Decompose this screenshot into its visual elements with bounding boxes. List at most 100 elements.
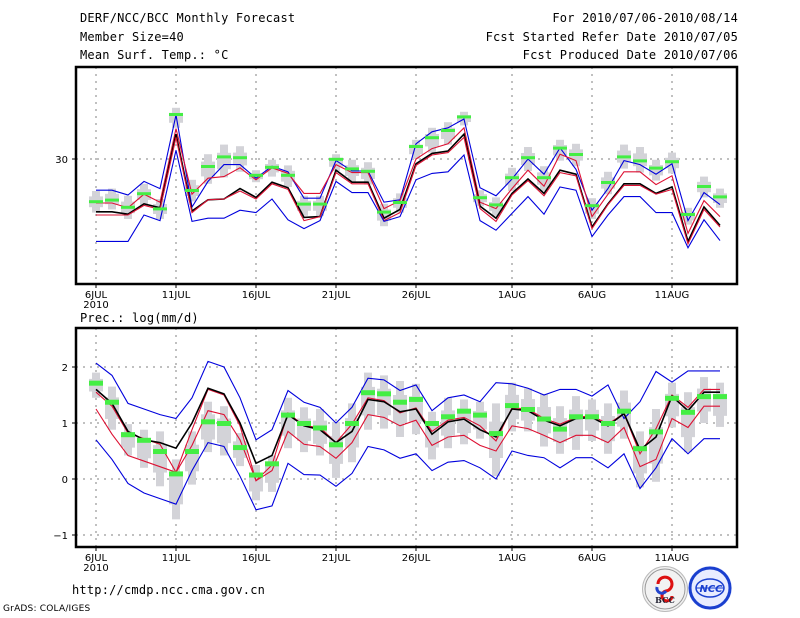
plot-frame xyxy=(74,65,739,286)
ensemble-mean-marker xyxy=(185,189,199,192)
spread-box-inner xyxy=(185,444,199,472)
ensemble-mean-marker xyxy=(409,145,423,148)
ensemble-mean-marker xyxy=(473,196,487,200)
series-line-lower-quartile xyxy=(95,405,720,482)
series-line-upper-quartile xyxy=(96,126,721,235)
ensemble-mean-marker xyxy=(169,113,183,116)
ensemble-mean-marker xyxy=(537,416,551,422)
source-url[interactable]: http://cmdp.ncc.cma.gov.cn xyxy=(72,583,266,597)
ensemble-mean-marker xyxy=(393,399,407,405)
x-tick-label: 1AUG xyxy=(498,553,526,564)
ensemble-mean-marker xyxy=(89,380,103,386)
spread-box-inner xyxy=(217,152,231,170)
ncc-logo: NCC xyxy=(688,566,732,610)
ensemble-mean-marker xyxy=(297,421,311,426)
x-tick-label: 6AUG xyxy=(578,290,606,301)
bcc-logo: BCC xyxy=(642,566,688,612)
spread-box-inner xyxy=(569,409,583,437)
ensemble-mean-marker xyxy=(569,414,583,420)
ncc-logo-text: NCC xyxy=(699,584,723,595)
ensemble-mean-marker xyxy=(153,207,167,211)
x-tick-label: 11AUG xyxy=(655,290,690,301)
ensemble-mean-marker xyxy=(153,449,167,454)
ensemble-mean-marker xyxy=(601,181,615,184)
grads-credit: GrADS: COLA/IGES xyxy=(3,604,91,614)
ensemble-mean-marker xyxy=(489,431,503,437)
x-tick-label: 11AUG xyxy=(655,553,690,564)
ensemble-mean-marker xyxy=(377,210,391,214)
ensemble-mean-marker xyxy=(169,471,183,477)
ensemble-mean-marker xyxy=(217,421,231,426)
ensemble-mean-marker xyxy=(121,205,135,209)
plot-frame xyxy=(74,326,739,549)
spread-box-inner xyxy=(489,202,503,212)
ensemble-mean-marker xyxy=(681,213,695,216)
spread-box-inner xyxy=(633,445,647,474)
ensemble-mean-marker xyxy=(217,155,231,159)
series-line-max xyxy=(95,360,720,441)
ensemble-mean-marker xyxy=(617,155,631,159)
spread-box-inner xyxy=(137,439,151,459)
ensemble-mean-marker xyxy=(281,173,295,177)
ensemble-mean-marker xyxy=(697,394,711,400)
spread-box-inner xyxy=(681,212,695,221)
ensemble-mean-marker xyxy=(457,115,471,119)
ensemble-mean-marker xyxy=(665,160,679,164)
ensemble-mean-marker xyxy=(377,391,391,397)
series-line-min xyxy=(95,437,720,511)
spread-box-inner xyxy=(201,161,215,177)
ensemble-mean-marker xyxy=(665,395,679,401)
variable-label: Mean Surf. Temp.: °C xyxy=(80,48,229,62)
ensemble-mean-marker xyxy=(649,166,663,170)
x-tick-label: 26JUL xyxy=(402,290,431,301)
ensemble-mean-marker xyxy=(329,157,343,161)
ensemble-mean-marker xyxy=(409,396,423,402)
ncc-logo-icon: NCC xyxy=(688,566,732,610)
ensemble-mean-marker xyxy=(361,169,375,173)
precip-panel-title: Prec.: log(mm/d) xyxy=(80,311,199,325)
spread-box-inner xyxy=(201,414,215,440)
ensemble-mean-marker xyxy=(297,202,311,206)
ensemble-mean-marker xyxy=(265,461,279,467)
ensemble-mean-marker xyxy=(617,408,631,414)
x-tick-label: 11JUL xyxy=(162,553,191,564)
ensemble-mean-marker xyxy=(425,421,439,426)
ensemble-mean-marker xyxy=(697,185,711,188)
spread-box-inner xyxy=(409,144,423,155)
ensemble-mean-marker xyxy=(681,409,695,415)
series-line-lower-quartile xyxy=(96,136,721,246)
x-tick-label: 21JUL xyxy=(322,553,351,564)
ensemble-mean-marker xyxy=(313,425,327,431)
ensemble-mean-marker xyxy=(473,412,487,418)
ensemble-mean-marker xyxy=(233,445,247,451)
x-tick-label: 1AUG xyxy=(498,290,526,301)
spread-box-inner xyxy=(585,203,599,214)
ensemble-mean-marker xyxy=(505,403,519,409)
ensemble-mean-marker xyxy=(585,414,599,420)
ensemble-mean-marker xyxy=(553,426,567,432)
ensemble-mean-marker xyxy=(521,156,535,160)
spread-box-inner xyxy=(649,165,663,176)
ensemble-mean-marker xyxy=(569,153,583,156)
ensemble-mean-marker xyxy=(505,176,519,180)
ensemble-mean-marker xyxy=(345,167,359,171)
x-tick-label: 16JUL xyxy=(242,290,271,301)
bcc-logo-text: BCC xyxy=(655,595,675,605)
chart-title: DERF/NCC/BCC Monthly Forecast xyxy=(80,11,296,25)
x-tick-label: 16JUL xyxy=(242,553,271,564)
x-tick-label: 26JUL xyxy=(402,553,431,564)
ensemble-mean-marker xyxy=(233,156,247,160)
series-line-min xyxy=(96,150,721,250)
ensemble-mean-marker xyxy=(249,472,263,478)
spread-box-inner xyxy=(441,127,455,139)
ensemble-mean-marker xyxy=(105,198,119,202)
start-date-label: Fcst Started Refer Date 2010/07/05 xyxy=(485,30,738,44)
ensemble-mean-marker xyxy=(201,419,215,425)
ensemble-mean-marker xyxy=(393,201,407,204)
ensemble-mean-marker xyxy=(601,421,615,426)
x-tick-label: 21JUL xyxy=(322,290,351,301)
forecast-period-label: For 2010/07/06-2010/08/14 xyxy=(552,11,738,25)
